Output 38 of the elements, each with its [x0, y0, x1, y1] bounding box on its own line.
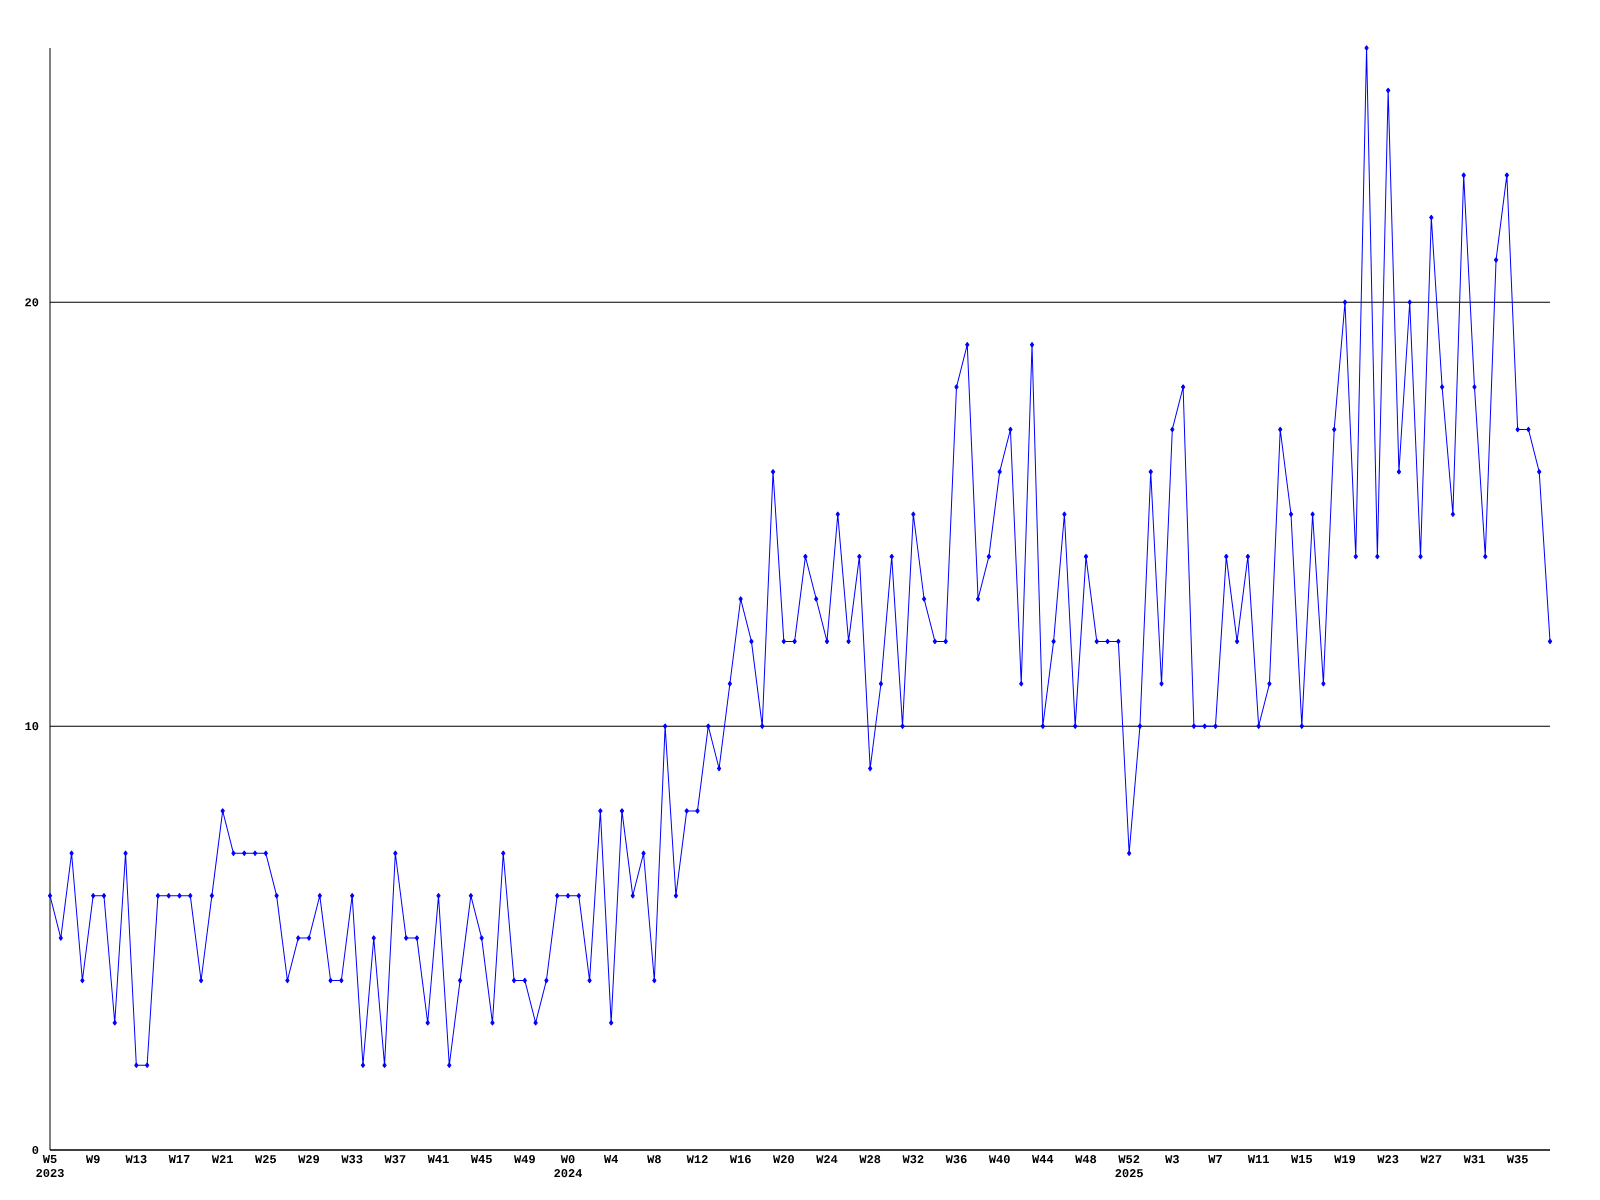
y-tick-label: 10 — [25, 722, 39, 731]
x-tick-label: W31 — [1463, 1155, 1485, 1164]
x-tick-label: W52 2025 — [1115, 1155, 1143, 1178]
x-tick-label: W11 — [1247, 1155, 1269, 1163]
x-tick-label: W13 — [125, 1155, 147, 1164]
x-tick-label: W7 — [1208, 1155, 1222, 1163]
x-tick-label: W40 — [988, 1155, 1010, 1164]
x-tick-label: W33 — [341, 1155, 363, 1164]
x-tick-label: W45 — [470, 1155, 492, 1164]
x-tick-label: W23 — [1377, 1155, 1399, 1164]
x-tick-label: W20 — [773, 1155, 794, 1164]
x-tick-label: W19 — [1334, 1155, 1356, 1164]
x-tick-label: W9 — [85, 1155, 100, 1164]
x-tick-label: W5 2023 — [36, 1155, 64, 1178]
x-tick-label: W0 2024 — [554, 1155, 583, 1178]
x-tick-label: W49 — [514, 1155, 535, 1164]
x-tick-label: W32 — [902, 1155, 924, 1164]
x-tick-label: W15 — [1291, 1155, 1312, 1164]
x-tick-label: W35 — [1506, 1155, 1528, 1164]
x-tick-label: W3 — [1165, 1155, 1179, 1164]
x-tick-label: W28 — [859, 1155, 881, 1164]
x-tick-label: W37 — [384, 1155, 406, 1164]
x-tick-label: W17 — [168, 1155, 190, 1163]
x-tick-label: W8 — [647, 1155, 661, 1164]
x-tick-label: W4 — [603, 1155, 618, 1163]
x-tick-label: W27 — [1420, 1155, 1442, 1164]
x-tick-label: W29 — [298, 1155, 320, 1164]
x-tick-label: W16 — [729, 1155, 751, 1164]
x-tick-label: W48 — [1075, 1155, 1097, 1164]
x-tick-label: W24 — [816, 1155, 838, 1164]
x-tick-label: W41 — [427, 1155, 449, 1163]
x-tick-label: W36 — [945, 1155, 967, 1164]
y-tick-label: 0 — [32, 1145, 39, 1155]
x-tick-label: W12 — [686, 1155, 708, 1164]
x-tick-label: W21 — [211, 1155, 233, 1164]
x-tick-label: W44 — [1032, 1155, 1054, 1163]
x-tick-label: W25 — [255, 1155, 277, 1164]
y-tick-label: 20 — [25, 298, 39, 307]
